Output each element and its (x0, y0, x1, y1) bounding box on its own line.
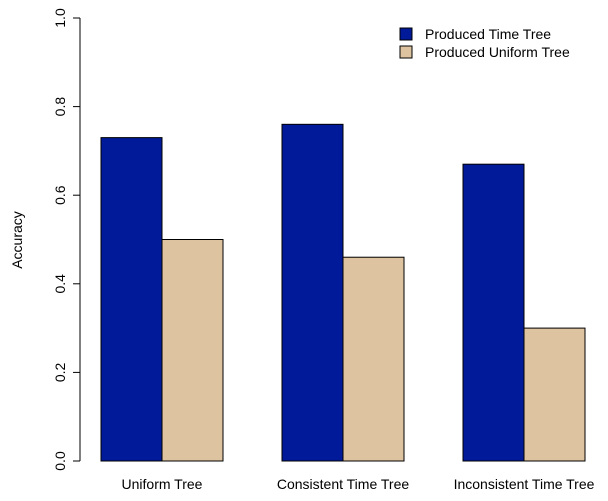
y-tick-label: 0.4 (52, 274, 68, 294)
category-label: Consistent Time Tree (277, 476, 409, 492)
legend-label: Produced Uniform Tree (425, 44, 570, 60)
bar-uniform-tree-2 (523, 327, 586, 462)
y-tick-label: 1.0 (52, 8, 68, 28)
category-label: Inconsistent Time Tree (454, 476, 595, 492)
legend: Produced Time Tree Produced Uniform Tree (399, 26, 570, 60)
y-tick-label: 0.2 (52, 362, 68, 382)
bars (100, 123, 586, 462)
bar-time-tree-1 (281, 123, 344, 462)
legend-label: Produced Time Tree (425, 26, 551, 42)
bar-uniform-tree-1 (342, 256, 405, 462)
category-label: Uniform Tree (122, 476, 203, 492)
y-axis: 0.0 0.2 0.4 0.6 0.8 1.0 (52, 8, 81, 471)
y-tick-label: 0.8 (52, 97, 68, 117)
bar-time-tree-0 (100, 137, 163, 462)
legend-swatch (399, 45, 413, 59)
x-axis-labels: Uniform Tree Consistent Time Tree Inconsis… (122, 476, 595, 492)
y-tick-label: 0.0 (52, 451, 68, 471)
legend-swatch (399, 27, 413, 41)
y-axis-title: Accuracy (9, 211, 25, 269)
y-tick-label: 0.6 (52, 185, 68, 205)
bar-time-tree-2 (462, 163, 525, 462)
bar-uniform-tree-0 (161, 239, 224, 462)
